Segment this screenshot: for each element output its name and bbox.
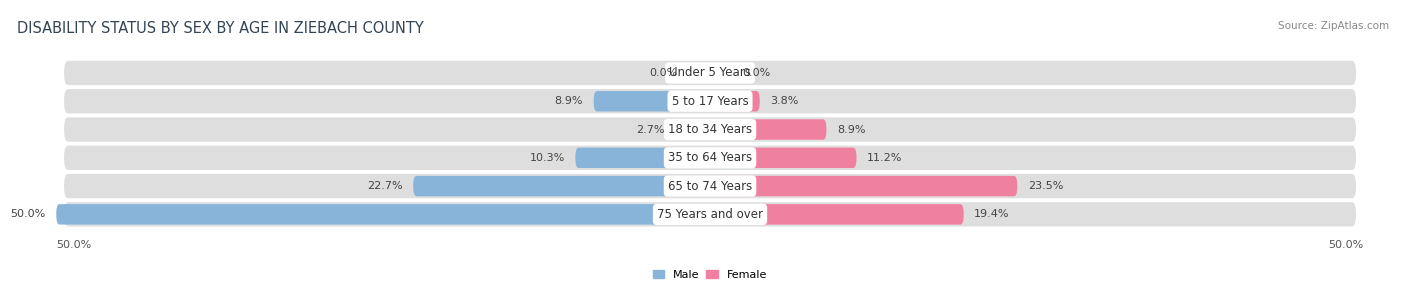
Text: 0.0%: 0.0% [650,68,678,78]
Text: 18 to 34 Years: 18 to 34 Years [668,123,752,136]
Text: 75 Years and over: 75 Years and over [657,208,763,221]
Text: 65 to 74 Years: 65 to 74 Years [668,180,752,192]
FancyBboxPatch shape [675,119,710,140]
Text: 19.4%: 19.4% [974,209,1010,219]
Text: 50.0%: 50.0% [1329,240,1364,250]
FancyBboxPatch shape [575,148,710,168]
Text: 0.0%: 0.0% [742,68,770,78]
Text: Under 5 Years: Under 5 Years [669,66,751,80]
Text: 23.5%: 23.5% [1028,181,1063,191]
FancyBboxPatch shape [65,89,1355,113]
FancyBboxPatch shape [65,61,1355,85]
Text: 5 to 17 Years: 5 to 17 Years [672,95,748,108]
FancyBboxPatch shape [65,202,1355,227]
Text: DISABILITY STATUS BY SEX BY AGE IN ZIEBACH COUNTY: DISABILITY STATUS BY SEX BY AGE IN ZIEBA… [17,21,423,36]
Text: 50.0%: 50.0% [10,209,46,219]
Text: 50.0%: 50.0% [56,240,91,250]
FancyBboxPatch shape [56,204,710,224]
FancyBboxPatch shape [710,148,856,168]
FancyBboxPatch shape [710,119,827,140]
Text: 8.9%: 8.9% [837,124,865,135]
FancyBboxPatch shape [710,204,963,224]
Text: 2.7%: 2.7% [636,124,664,135]
FancyBboxPatch shape [710,91,759,111]
Text: 8.9%: 8.9% [555,96,583,106]
Text: 10.3%: 10.3% [530,153,565,163]
Text: 22.7%: 22.7% [367,181,402,191]
Text: 35 to 64 Years: 35 to 64 Years [668,151,752,164]
FancyBboxPatch shape [65,174,1355,198]
FancyBboxPatch shape [710,176,1018,196]
FancyBboxPatch shape [65,145,1355,170]
FancyBboxPatch shape [65,117,1355,142]
Text: 3.8%: 3.8% [770,96,799,106]
Text: Source: ZipAtlas.com: Source: ZipAtlas.com [1278,21,1389,31]
FancyBboxPatch shape [413,176,710,196]
Text: 11.2%: 11.2% [868,153,903,163]
FancyBboxPatch shape [593,91,710,111]
Legend: Male, Female: Male, Female [654,270,766,280]
